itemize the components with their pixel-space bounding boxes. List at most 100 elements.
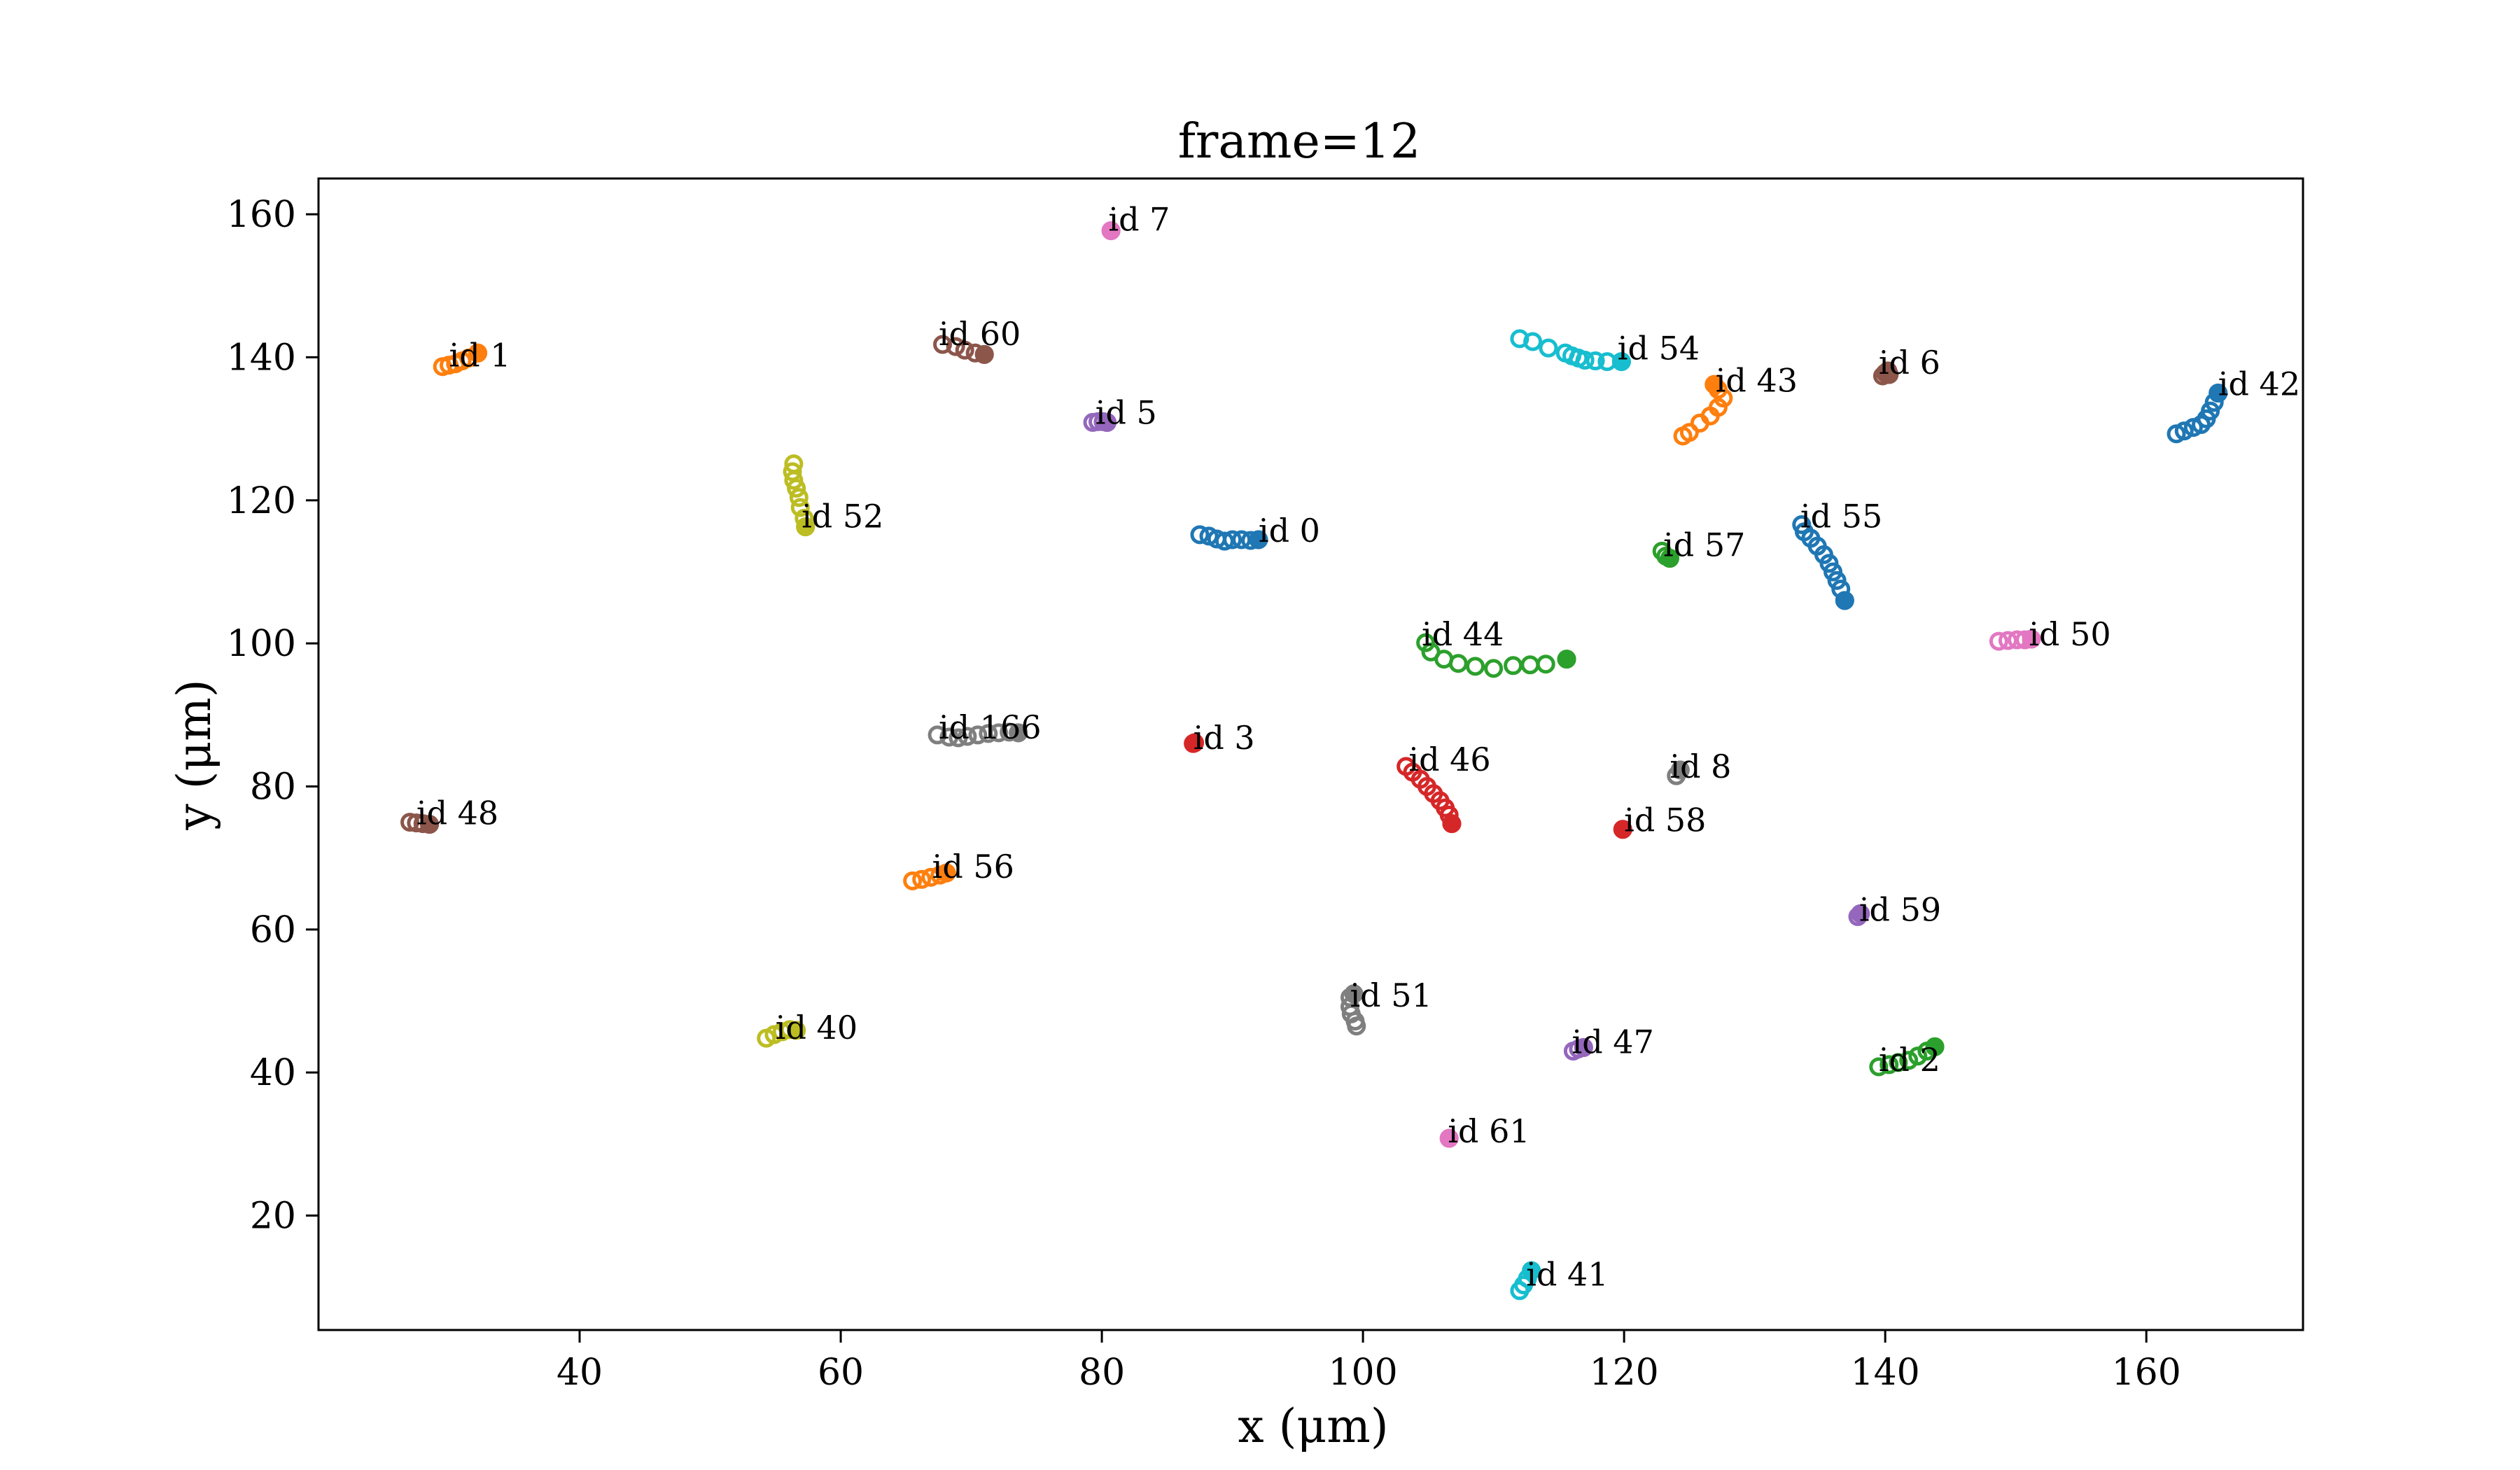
track-id-3	[1184, 733, 1205, 753]
track-id-7	[1101, 221, 1121, 241]
track-current-point	[1557, 650, 1576, 669]
track-label: id 60	[939, 315, 1021, 353]
track-current-point	[1522, 1261, 1541, 1280]
y-tick-label: 120	[227, 480, 296, 522]
track-point	[939, 727, 959, 747]
track-id-40	[757, 1020, 806, 1048]
track-id-60	[933, 335, 994, 364]
track-label: id 50	[2029, 615, 2110, 653]
track-label: id 46	[1408, 741, 1490, 778]
track-point	[1416, 633, 1436, 652]
track-point	[968, 725, 988, 745]
x-tick-label: 40	[556, 1352, 603, 1394]
track-id-41	[1510, 1261, 1541, 1301]
track-current-point	[1009, 723, 1028, 743]
track-point	[1889, 1053, 1908, 1072]
track-point	[2174, 421, 2194, 441]
track-id-47	[1563, 1037, 1593, 1061]
track-id-44	[1416, 633, 1576, 678]
y-tick-label: 80	[250, 766, 296, 808]
track-label: id 5	[1096, 393, 1157, 431]
x-axis-ticks: 40 60 80 100 120 140 160	[556, 1330, 2181, 1394]
track-point	[1223, 530, 1242, 550]
x-tick-label: 120	[1589, 1352, 1658, 1394]
track-id-59	[1848, 904, 1870, 926]
track-point	[903, 871, 923, 890]
track-point	[1536, 654, 1555, 674]
track-point	[1539, 338, 1558, 358]
y-tick-label: 60	[250, 909, 296, 951]
track-point	[790, 498, 810, 517]
y-tick-label: 160	[227, 194, 296, 236]
track-point	[946, 337, 965, 356]
track-point	[1523, 332, 1543, 351]
track-id-51	[1340, 984, 1366, 1036]
track-point	[1879, 1055, 1899, 1074]
track-id-61	[1439, 1128, 1459, 1148]
track-label: id 44	[1422, 615, 1504, 653]
track-id-6	[1872, 361, 1899, 386]
track-point	[1504, 656, 1523, 676]
track-current-point	[1249, 530, 1268, 550]
track-point	[1190, 525, 1210, 545]
track-id-46	[1396, 757, 1462, 834]
track-point	[789, 488, 808, 507]
track-label: id 2	[1879, 1041, 1940, 1079]
track-label: id 51	[1350, 976, 1432, 1014]
track-point	[948, 728, 968, 748]
y-tick-label: 20	[250, 1196, 296, 1238]
track-id-55	[1792, 515, 1854, 610]
track-point	[787, 478, 806, 498]
track-current-point	[1670, 760, 1690, 780]
track-point	[783, 462, 802, 482]
track-id-58	[1613, 820, 1632, 839]
track-point	[958, 727, 977, 746]
track-current-point	[420, 815, 440, 834]
track-id-52	[783, 454, 816, 537]
track-label: id 6	[1879, 344, 1940, 382]
x-tick-label: 140	[1851, 1352, 1920, 1394]
track-point	[1448, 654, 1468, 673]
track-id-42	[2166, 384, 2228, 444]
x-tick-label: 60	[818, 1352, 864, 1394]
track-id-0	[1190, 525, 1268, 551]
track-label: id 57	[1663, 526, 1745, 564]
track-id-1	[433, 343, 488, 377]
track-label: id 48	[416, 794, 498, 832]
plot-frame	[317, 177, 2304, 1331]
track-label: id 56	[932, 848, 1014, 886]
track-label: id 42	[2218, 365, 2300, 402]
track-point	[912, 869, 932, 889]
track-point	[989, 723, 1009, 743]
track-label: id 47	[1572, 1023, 1654, 1060]
track-id-54	[1510, 329, 1631, 372]
track-current-point	[1925, 1037, 1945, 1056]
track-label: id 40	[776, 1009, 858, 1046]
track-current-point	[796, 517, 816, 537]
track-label: id 1	[449, 337, 511, 374]
track-point	[927, 725, 947, 745]
track-label: id 58	[1624, 802, 1706, 839]
track-label: id 3	[1194, 719, 1255, 757]
track-point	[400, 813, 420, 832]
track-id-2	[1869, 1037, 1945, 1077]
track-point	[1679, 423, 1699, 442]
track-current-point	[1704, 374, 1724, 394]
y-axis-ticks: 20 40 60 80 100 120 140 160	[227, 194, 318, 1238]
track-current-point	[2208, 384, 2228, 403]
track-current-point	[2022, 629, 2041, 649]
track-current-point	[1835, 591, 1854, 610]
track-id-8	[1667, 760, 1690, 785]
track-point	[1708, 398, 1728, 417]
track-point	[1575, 351, 1595, 370]
track-current-point	[1344, 984, 1364, 1004]
track-point	[1586, 351, 1605, 371]
x-tick-label: 160	[2112, 1352, 2181, 1394]
track-current-point	[1101, 221, 1121, 241]
y-tick-label: 40	[250, 1052, 296, 1094]
track-current-point	[1442, 814, 1462, 834]
track-point	[1520, 655, 1540, 675]
track-current-point	[1660, 549, 1679, 568]
track-point	[979, 724, 998, 743]
